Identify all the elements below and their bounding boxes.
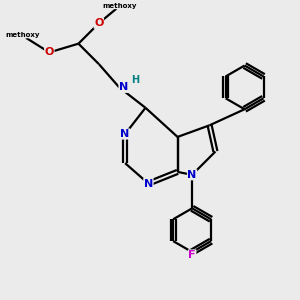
Text: O: O: [45, 47, 54, 57]
Text: O: O: [94, 18, 104, 28]
Text: methoxy: methoxy: [102, 3, 136, 9]
Text: methoxy: methoxy: [6, 32, 40, 38]
Text: H: H: [131, 75, 140, 85]
Text: N: N: [119, 82, 128, 92]
Text: N: N: [121, 129, 130, 139]
Text: N: N: [144, 178, 153, 189]
Text: N: N: [188, 170, 197, 180]
Text: F: F: [188, 250, 196, 260]
